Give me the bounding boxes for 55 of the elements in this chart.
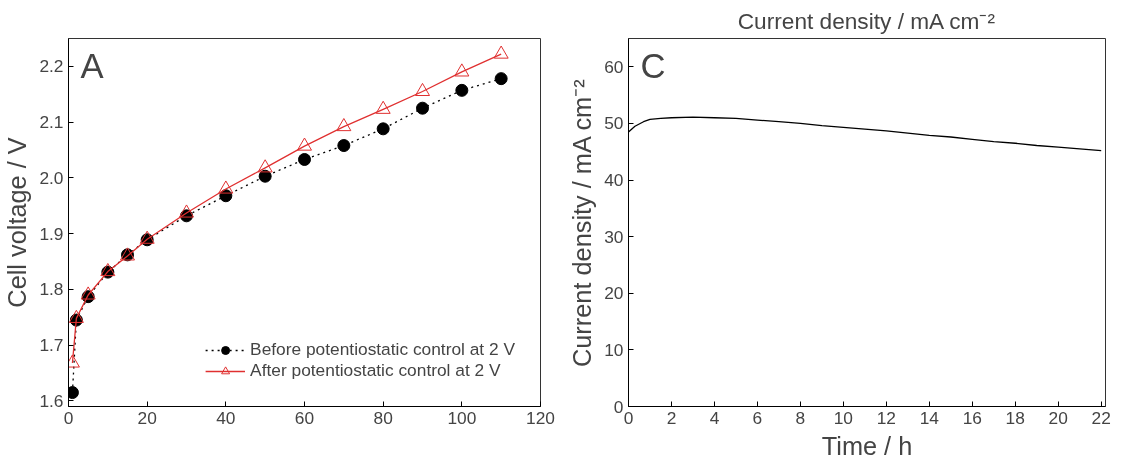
y-tick-label: 1.9 xyxy=(39,223,64,244)
x-tick-label: 100 xyxy=(447,407,477,428)
x-tick-label: 22 xyxy=(1091,407,1111,428)
x-tick-label: 40 xyxy=(216,407,236,428)
point xyxy=(218,180,234,194)
x-axis-title: Time / h xyxy=(821,431,913,460)
y-tick-label: 1.7 xyxy=(39,335,64,356)
annotation: C xyxy=(640,46,666,85)
legend-label: Before potentiostatic control at 2 V xyxy=(250,339,515,360)
point xyxy=(68,309,84,323)
x-tick-label: 80 xyxy=(373,407,393,428)
legend-label: After potentiostatic control at 2 V xyxy=(250,360,501,381)
x-tick-label: 20 xyxy=(137,407,157,428)
point xyxy=(416,101,429,115)
point xyxy=(257,159,273,173)
x-tick-label: 12 xyxy=(876,407,896,428)
x-tick-label: 4 xyxy=(709,407,720,428)
y-tick-label: 60 xyxy=(604,56,624,77)
x-tick-label: 2 xyxy=(666,407,677,428)
y-axis-title: Cell voltage / V xyxy=(3,137,32,308)
point xyxy=(337,139,351,153)
x-tick-label: 10 xyxy=(833,407,854,428)
point xyxy=(336,118,352,132)
point xyxy=(80,286,96,300)
x-tick-label: 60 xyxy=(294,407,315,428)
point xyxy=(298,153,311,166)
annotation: A xyxy=(80,46,105,85)
point xyxy=(494,72,508,86)
y-tick-label: 10 xyxy=(604,339,624,360)
point xyxy=(493,45,509,59)
x-tick-label: 16 xyxy=(962,407,982,428)
y-tick-label: 40 xyxy=(604,170,624,191)
x-tick-label: 14 xyxy=(919,407,940,428)
point xyxy=(415,82,430,97)
x-tick-label: 8 xyxy=(795,407,806,428)
x-tick-label: 20 xyxy=(1048,407,1068,428)
point xyxy=(375,100,391,114)
y-tick-label: 50 xyxy=(604,113,624,134)
y-tick-label: 2.2 xyxy=(39,56,64,77)
point xyxy=(179,204,194,218)
chart-title: Current density / mA cm⁻² xyxy=(737,7,996,34)
x-tick-label: 120 xyxy=(526,407,555,428)
y-tick-label: 2.0 xyxy=(39,167,64,188)
y-tick-label: 1.8 xyxy=(39,279,64,300)
x-tick-label: 6 xyxy=(752,407,763,428)
point xyxy=(455,83,469,97)
y-tick-label: 1.6 xyxy=(39,390,64,411)
y-tick-label: 30 xyxy=(604,226,624,247)
y-tick-label: 20 xyxy=(604,283,624,304)
y-tick-label: 2.1 xyxy=(39,112,64,133)
point xyxy=(297,137,312,151)
point xyxy=(454,63,470,77)
point xyxy=(376,122,390,136)
x-tick-label: 18 xyxy=(1005,407,1025,428)
y-axis-title: Current density / mA cm⁻² xyxy=(568,79,597,368)
